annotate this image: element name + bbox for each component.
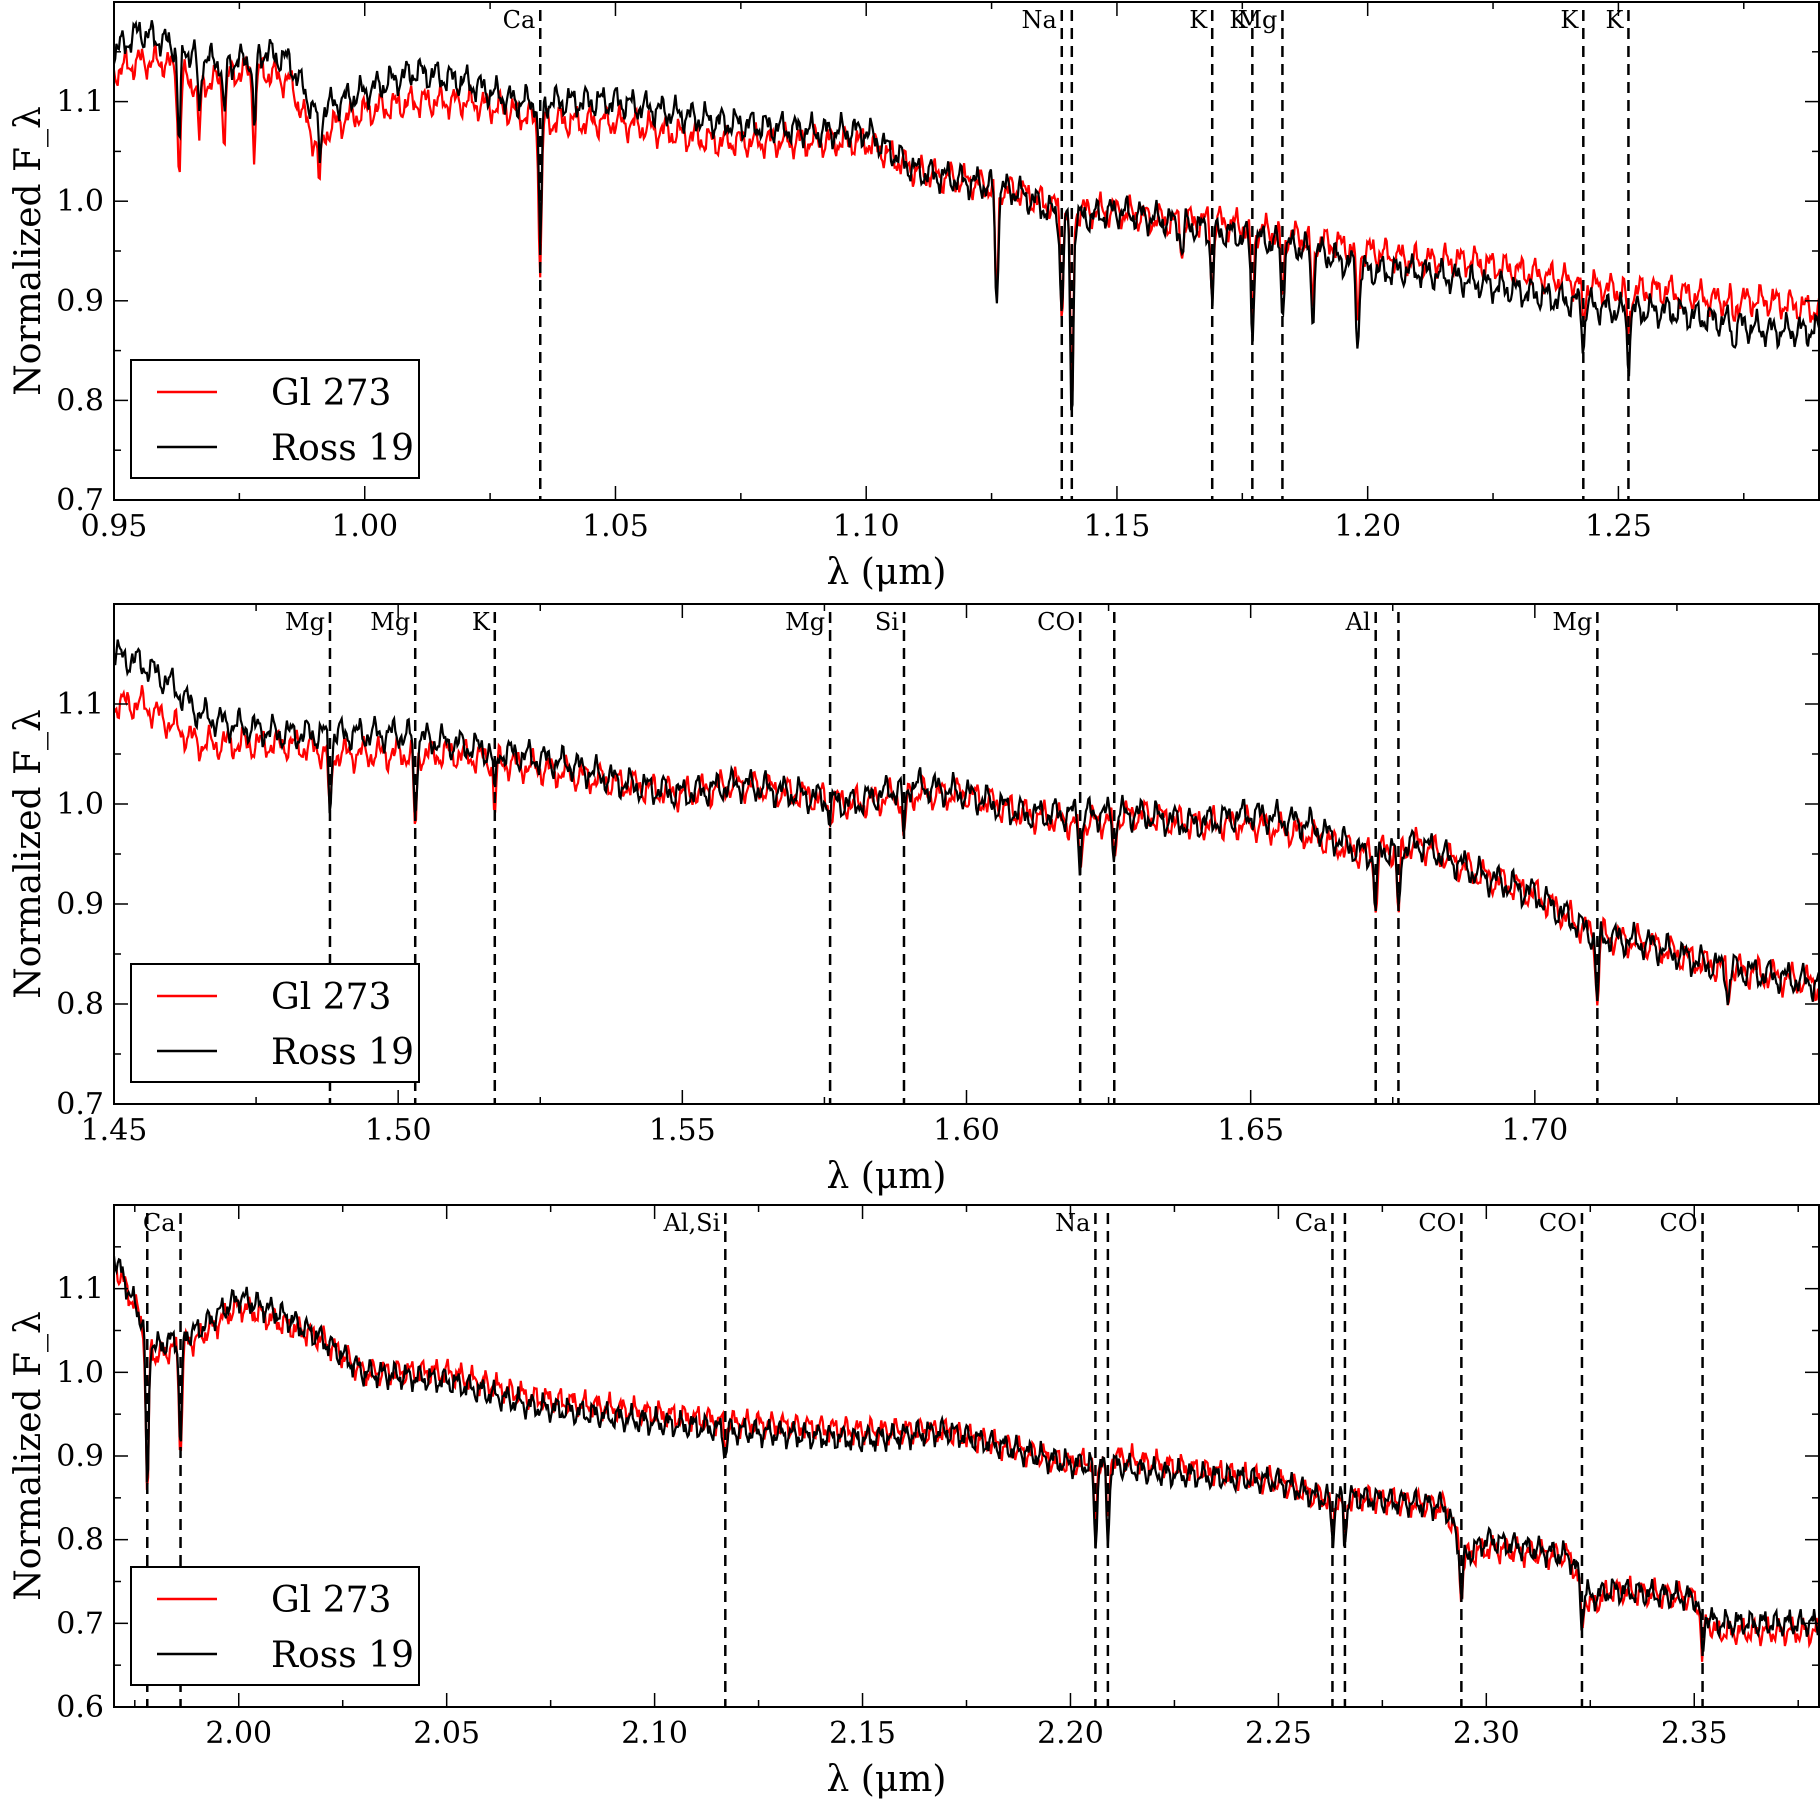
legend: Gl 273 Ross 19 [130,963,420,1083]
x-tick-label: 2.00 [205,1716,272,1751]
x-tick-label: 1.70 [1501,1113,1568,1148]
y-axis-label: Normalized F_λ [8,1311,49,1601]
x-tick-label: 1.20 [1334,509,1401,544]
x-tick-label: 1.45 [81,1113,148,1148]
spectrum-panel-1: Ca Na K KMg K K0.95 1.00 1.05 1.10 1.15 1.20 1.250.… [8,1,1820,593]
x-tick-label: 2.05 [413,1716,480,1751]
feature-label: Mg [1237,6,1277,34]
x-tick-label: 1.65 [1217,1113,1284,1148]
y-tick-label: 0.8 [56,1523,104,1558]
feature-label: K [1189,6,1208,34]
feature-label: Si [875,608,899,636]
y-axis-label: Normalized F_λ [8,106,49,396]
x-tick-label: 1.10 [833,509,900,544]
spectrum-panel-2: Mg Mg K Mg Si CO Al Mg 1.45 1.50 1.55 1.60 1.65 1.70 0… [8,603,1820,1197]
feature-label: K [1229,6,1248,34]
feature-label: K [472,608,491,636]
legend-box [130,963,420,1083]
feature-label: CO [1418,1209,1456,1237]
feature-label: Ca [503,6,536,34]
y-tick-label: 0.8 [56,987,104,1022]
x-axis-label: λ (μm) [827,1759,947,1799]
y-tick-label: 0.9 [56,284,104,319]
legend-label: Ross 19 [271,428,414,469]
y-tick-label: 0.8 [56,383,104,418]
y-tick-label: 0.6 [56,1690,104,1725]
x-tick-label: 1.25 [1585,509,1652,544]
y-tick-label: 0.9 [56,1439,104,1474]
y-tick-label: 0.9 [56,887,104,922]
legend-label: Ross 19 [271,1032,414,1073]
legend-box [130,359,420,479]
y-tick-label: 1.1 [56,1272,104,1307]
x-tick-label: 2.20 [1037,1716,1104,1751]
y-tick-label: 1.0 [56,184,104,219]
y-tick-label: 1.0 [56,1355,104,1390]
legend-label: Ross 19 [271,1635,414,1676]
y-tick-label: 0.7 [56,483,104,518]
y-tick-label: 1.1 [56,85,104,120]
x-axis-label: λ (μm) [827,552,947,593]
y-tick-label: 0.7 [56,1087,104,1122]
feature-label: Al,Si [663,1209,721,1237]
feature-label: Al [1345,608,1371,636]
legend-box [130,1566,420,1686]
feature-label: K [1560,6,1579,34]
series-ross-19-line [114,19,1819,411]
spectrum-panel-3: Ca Al,Si Na Ca CO CO CO 2.00 2.05 2.10 2.15 2.20 2.2… [8,1204,1820,1799]
feature-label: CO [1037,608,1075,636]
x-tick-label: 1.50 [365,1113,432,1148]
x-axis-label: λ (μm) [827,1156,947,1197]
x-tick-label: 1.55 [649,1113,716,1148]
series-gl-273-line [114,1261,1819,1662]
plot-area [114,19,1819,411]
y-tick-label: 1.1 [56,687,104,722]
x-tick-label: 2.35 [1661,1716,1728,1751]
feature-label: Ca [1295,1209,1328,1237]
feature-label: Mg [370,608,410,636]
feature-label: Mg [285,608,325,636]
x-tick-label: 0.95 [81,509,148,544]
plot-area [114,639,1819,1006]
x-tick-label: 1.05 [582,509,649,544]
legend-label: Gl 273 [271,1580,391,1621]
series-ross-19-line [114,639,1819,1006]
feature-label: Mg [1552,608,1592,636]
x-tick-label: 2.15 [829,1716,896,1751]
plot-area [114,1255,1819,1662]
series-gl-273-line [114,43,1819,392]
x-tick-label: 2.25 [1245,1716,1312,1751]
x-tick-label: 1.15 [1084,509,1151,544]
feature-label: K [1606,6,1625,34]
legend-label: Gl 273 [271,373,391,414]
feature-label: Ca [143,1209,176,1237]
y-axis-label: Normalized F_λ [8,709,49,999]
x-tick-label: 1.60 [933,1113,1000,1148]
legend: Gl 273 Ross 19 [130,359,420,479]
feature-label: Na [1055,1209,1090,1237]
feature-label: CO [1660,1209,1698,1237]
legend-label: Gl 273 [271,977,391,1018]
x-tick-label: 2.30 [1453,1716,1520,1751]
series-ross-19-line [114,1255,1819,1652]
feature-label: Na [1021,6,1056,34]
y-tick-label: 1.0 [56,787,104,822]
legend: Gl 273 Ross 19 [130,1566,420,1686]
x-tick-label: 2.10 [621,1716,688,1751]
feature-label: CO [1539,1209,1577,1237]
x-tick-label: 1.00 [331,509,398,544]
y-tick-label: 0.7 [56,1606,104,1641]
series-gl-273-line [114,685,1819,1006]
feature-label: Mg [785,608,825,636]
